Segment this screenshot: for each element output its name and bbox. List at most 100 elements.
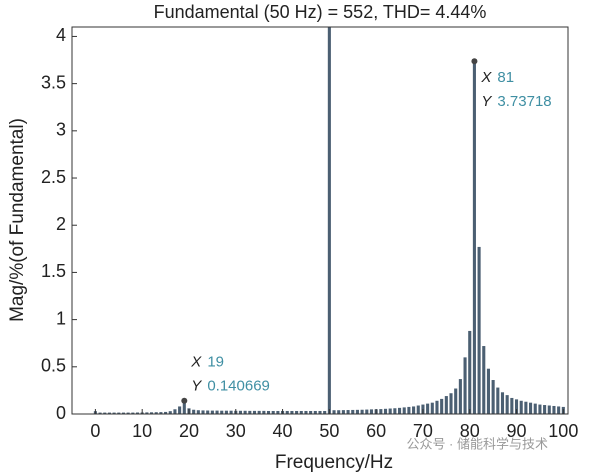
bar	[178, 406, 182, 414]
bar	[379, 409, 383, 414]
bar	[351, 409, 355, 414]
x-axis-label: Frequency/Hz	[275, 452, 393, 473]
bar	[304, 410, 308, 414]
bar	[486, 368, 490, 414]
datatip-y: Y 0.140669	[191, 378, 270, 395]
bar	[215, 410, 219, 414]
bar	[538, 404, 542, 414]
datatip-key: X	[480, 69, 492, 86]
datatip-y: Y 3.73718	[481, 93, 551, 110]
axes-box	[71, 26, 569, 415]
bar	[295, 410, 299, 414]
bar	[337, 410, 341, 414]
datatip-value: 3.73718	[497, 93, 551, 110]
x-tick-label: 30	[226, 421, 246, 441]
x-tick-label: 10	[132, 421, 152, 441]
bar	[276, 410, 280, 414]
datatip-x: X 81	[480, 69, 514, 86]
y-tick-label: 3	[56, 120, 66, 140]
bar	[346, 410, 350, 414]
watermark: 公众号 · 储能科学与技术	[406, 436, 548, 451]
bar	[173, 409, 177, 414]
bar	[454, 388, 458, 414]
bar	[360, 409, 364, 414]
bar	[252, 410, 257, 414]
bar	[210, 410, 214, 414]
bar	[440, 398, 444, 414]
bar	[196, 410, 200, 414]
bar	[159, 412, 163, 414]
bar	[201, 410, 205, 414]
bars	[93, 27, 565, 414]
bar	[154, 412, 158, 414]
bar	[369, 409, 374, 414]
x-tick-label: 0	[90, 421, 100, 441]
bar	[543, 405, 547, 414]
bar	[98, 412, 102, 414]
y-tick-label: 2.5	[41, 167, 66, 187]
bar	[168, 411, 172, 414]
bar	[468, 330, 472, 414]
bar	[243, 410, 247, 414]
bar	[430, 402, 434, 414]
y-tick-label: 1	[56, 308, 66, 328]
bar	[103, 412, 107, 414]
x-tick-label: 70	[413, 421, 433, 441]
bar	[355, 409, 359, 414]
bar	[271, 410, 275, 414]
bar	[262, 410, 266, 414]
datatip-value: 0.140669	[207, 378, 270, 395]
x-tick-label: 50	[319, 421, 339, 441]
bar	[519, 400, 523, 414]
bar	[220, 410, 224, 414]
bar	[383, 408, 388, 414]
bar	[491, 380, 495, 414]
bar	[238, 410, 242, 414]
y-tick-label: 1.5	[41, 261, 66, 281]
bar	[182, 400, 186, 414]
bar	[398, 407, 402, 414]
bar	[164, 411, 168, 414]
bar	[257, 410, 261, 414]
bar	[444, 396, 448, 414]
datatip-value: 19	[207, 354, 224, 371]
bar	[327, 27, 331, 414]
bar	[463, 357, 467, 414]
bar	[299, 410, 303, 414]
bar	[402, 407, 406, 414]
x-tick-label: 90	[507, 421, 527, 441]
bar	[496, 387, 500, 414]
x-tick-label: 20	[179, 421, 199, 441]
datatip-marker	[181, 397, 188, 404]
bar	[121, 412, 126, 414]
bar	[412, 406, 416, 414]
bar	[557, 406, 561, 414]
x-tick-label: 40	[273, 421, 293, 441]
bar	[552, 405, 556, 414]
bar	[416, 405, 420, 414]
bar	[500, 392, 505, 414]
datatip-value: 81	[497, 69, 514, 86]
datatip-key: Y	[481, 93, 492, 110]
datatip-x: X 19	[190, 354, 224, 371]
bar	[529, 402, 533, 414]
bar	[318, 410, 322, 414]
bar	[514, 399, 519, 414]
bar	[332, 410, 336, 414]
y-tick-label: 0.5	[41, 356, 66, 376]
x-tick-label: 60	[366, 421, 386, 441]
bar	[192, 409, 196, 414]
bar	[248, 410, 252, 414]
bar	[393, 408, 397, 414]
bar	[135, 412, 140, 414]
bar	[407, 406, 411, 414]
bar	[290, 410, 294, 414]
bar	[206, 410, 210, 414]
bar	[533, 403, 537, 414]
bar	[323, 410, 327, 414]
y-tick-label: 0	[56, 403, 66, 423]
bar	[435, 400, 439, 414]
datatip-marker	[471, 58, 478, 65]
